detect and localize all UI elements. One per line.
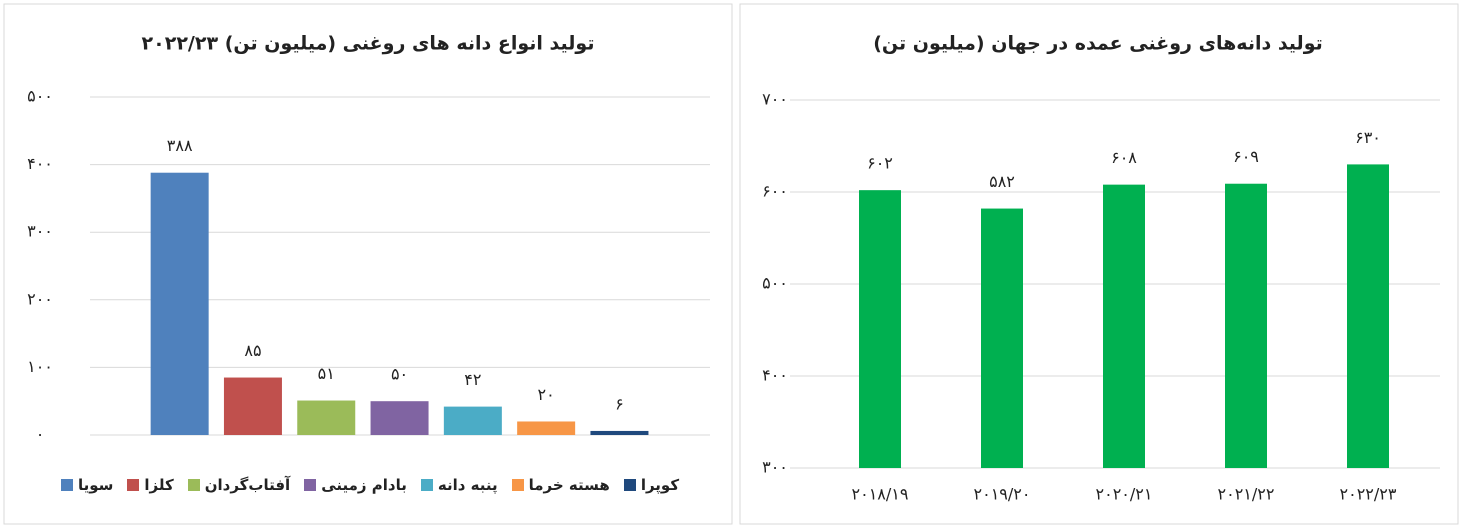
y-tick-label: ۳۰۰	[762, 458, 788, 477]
legend-item: بادام زمینی	[304, 476, 407, 494]
bar	[1103, 184, 1145, 468]
legend-item: کلزا	[127, 476, 174, 494]
chart-title: تولید دانه‌های روغنی عمده در جهان (میلیو…	[873, 33, 1323, 55]
legend-label: پنبه دانه	[437, 476, 498, 494]
bar	[859, 190, 901, 468]
y-tick-label: ۳۰۰	[27, 222, 53, 241]
legend-label: کوپرا	[640, 476, 680, 494]
y-tick-label: ۵۰۰	[762, 274, 788, 293]
x-tick-label: ۲۰۲۲/۲۳	[1340, 485, 1397, 504]
legend-swatch	[623, 479, 636, 491]
y-tick-label: ۱۰۰	[27, 357, 53, 376]
bar	[981, 208, 1023, 468]
data-label: ۵۱	[318, 364, 335, 383]
data-label: ۲۰	[538, 385, 555, 404]
bar	[150, 172, 209, 435]
data-label: ۶۳۰	[1355, 128, 1381, 147]
panel-frame	[739, 3, 1459, 525]
bar	[297, 400, 356, 435]
bar	[517, 421, 576, 435]
chart-title: تولید انواع دانه های روغنی (میلیون تن) ۲…	[142, 33, 595, 55]
legend-swatch	[304, 479, 317, 491]
data-label: ۶۰۲	[867, 154, 893, 173]
y-tick-label: ۶۰۰	[762, 182, 788, 201]
legend: سویا کلزا آفتاب‌گردان بادام زمینی پنبه دانه ه…	[20, 476, 720, 494]
y-tick-label: ۵۰۰	[27, 87, 53, 106]
bar	[370, 401, 429, 435]
legend-item: آفتاب‌گردان	[187, 476, 291, 494]
legend-label: آفتاب‌گردان	[204, 476, 291, 494]
y-tick-label: ۷۰۰	[762, 90, 788, 109]
bar	[443, 406, 502, 435]
y-tick-label: ۰	[36, 425, 45, 444]
data-label: ۳۸۸	[167, 136, 193, 155]
data-label: ۵۰	[391, 365, 408, 384]
legend-swatch	[127, 479, 140, 491]
x-tick-label: ۲۰۱۹/۲۰	[974, 485, 1031, 504]
y-tick-label: ۴۰۰	[762, 366, 788, 385]
data-label: ۴۲	[464, 370, 481, 389]
legend-item: سویا	[60, 476, 114, 494]
data-label: ۶۰۸	[1111, 148, 1137, 167]
legend-label: سویا	[77, 476, 114, 494]
legend-label: هسته خرما	[528, 476, 610, 494]
legend-label: کلزا	[144, 476, 174, 494]
legend-swatch	[511, 479, 524, 491]
y-tick-label: ۴۰۰	[27, 154, 53, 173]
legend-item: کوپرا	[623, 476, 680, 494]
legend-label: بادام زمینی	[321, 476, 407, 494]
bar	[1347, 164, 1389, 468]
x-tick-label: ۲۰۱۸/۱۹	[852, 485, 909, 504]
data-label: ۸۵	[244, 341, 261, 360]
legend-item: پنبه دانه	[420, 476, 498, 494]
bar	[590, 430, 649, 435]
data-label: ۶۰۹	[1233, 147, 1259, 166]
data-label: ۵۸۲	[989, 172, 1015, 191]
bar	[223, 377, 282, 435]
y-tick-label: ۲۰۰	[27, 289, 53, 308]
x-tick-label: ۲۰۲۰/۲۱	[1096, 485, 1153, 504]
bar	[1225, 183, 1267, 468]
data-label: ۶	[615, 394, 624, 413]
legend-item: هسته خرما	[511, 476, 610, 494]
legend-swatch	[187, 479, 200, 491]
x-tick-label: ۲۰۲۱/۲۲	[1218, 485, 1275, 504]
legend-swatch	[420, 479, 433, 491]
legend-swatch	[60, 479, 73, 491]
panel-frame	[3, 3, 733, 525]
